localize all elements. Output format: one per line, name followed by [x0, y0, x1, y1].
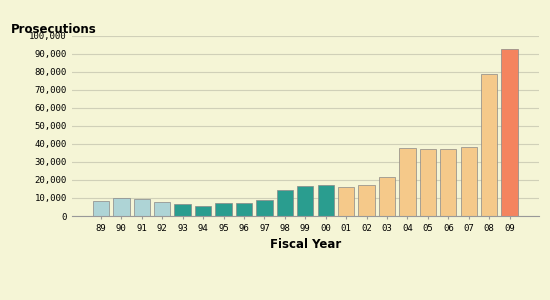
Bar — [113, 198, 130, 216]
Bar — [174, 204, 191, 216]
Bar — [420, 148, 436, 216]
Text: Prosecutions: Prosecutions — [11, 23, 96, 36]
Bar — [502, 49, 518, 216]
Bar — [93, 201, 109, 216]
Bar — [359, 185, 375, 216]
Bar — [440, 148, 456, 216]
Bar — [154, 202, 170, 216]
Bar — [481, 74, 497, 216]
Bar — [236, 202, 252, 216]
Bar — [277, 190, 293, 216]
Bar — [297, 186, 313, 216]
X-axis label: Fiscal Year: Fiscal Year — [270, 238, 341, 251]
Bar — [317, 185, 334, 216]
Bar — [195, 206, 211, 216]
Bar — [460, 147, 477, 216]
Bar — [256, 200, 273, 216]
Bar — [216, 203, 232, 216]
Bar — [338, 187, 354, 216]
Bar — [399, 148, 416, 216]
Bar — [134, 199, 150, 216]
Bar — [379, 177, 395, 216]
